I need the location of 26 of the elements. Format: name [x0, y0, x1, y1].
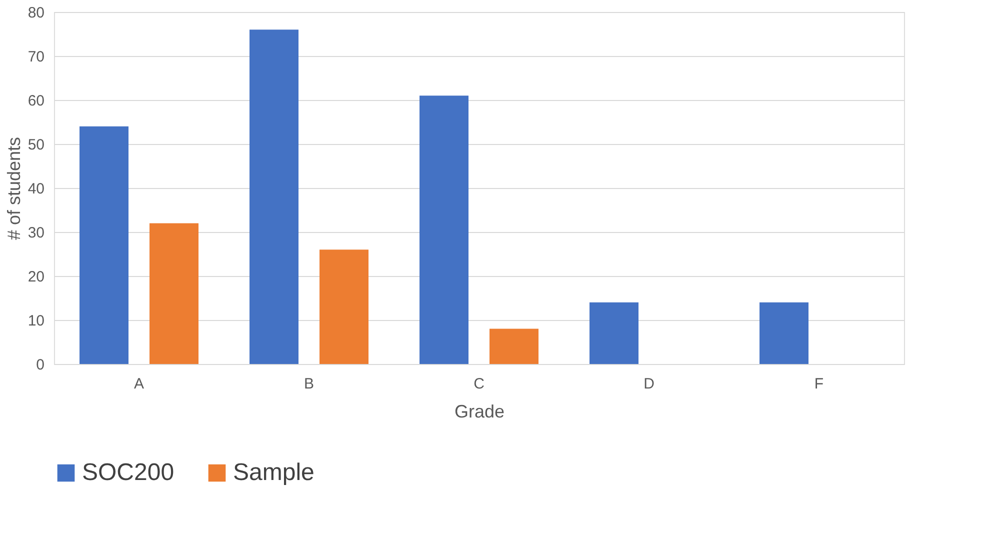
y-tick-label: 70: [28, 48, 44, 66]
x-tick-label: A: [134, 376, 144, 392]
bar: [250, 30, 298, 364]
y-tick-label: 20: [28, 268, 44, 286]
y-tick-label: 60: [28, 92, 44, 110]
x-tick-label: D: [644, 376, 655, 392]
y-tick-label: 50: [28, 136, 44, 154]
bar: [80, 126, 128, 364]
y-tick-label: 80: [28, 4, 44, 22]
x-axis-title: Grade: [454, 402, 505, 422]
bar: [490, 328, 538, 364]
y-tick-label: 30: [28, 224, 44, 242]
bar: [760, 302, 808, 364]
legend-label: SOC200: [82, 459, 174, 486]
bar: [590, 302, 638, 364]
y-axis-title: # of students: [4, 136, 24, 240]
bar: [150, 223, 198, 364]
bar: [320, 250, 368, 364]
y-tick-label: 40: [28, 180, 44, 198]
y-tick-label: 10: [28, 312, 44, 330]
x-tick-label: B: [304, 376, 314, 392]
y-tick-label: 0: [36, 356, 44, 374]
legend-label: Sample: [233, 459, 314, 486]
bar: [420, 96, 468, 364]
x-tick-label: F: [814, 376, 824, 392]
x-tick-label: C: [474, 376, 485, 392]
